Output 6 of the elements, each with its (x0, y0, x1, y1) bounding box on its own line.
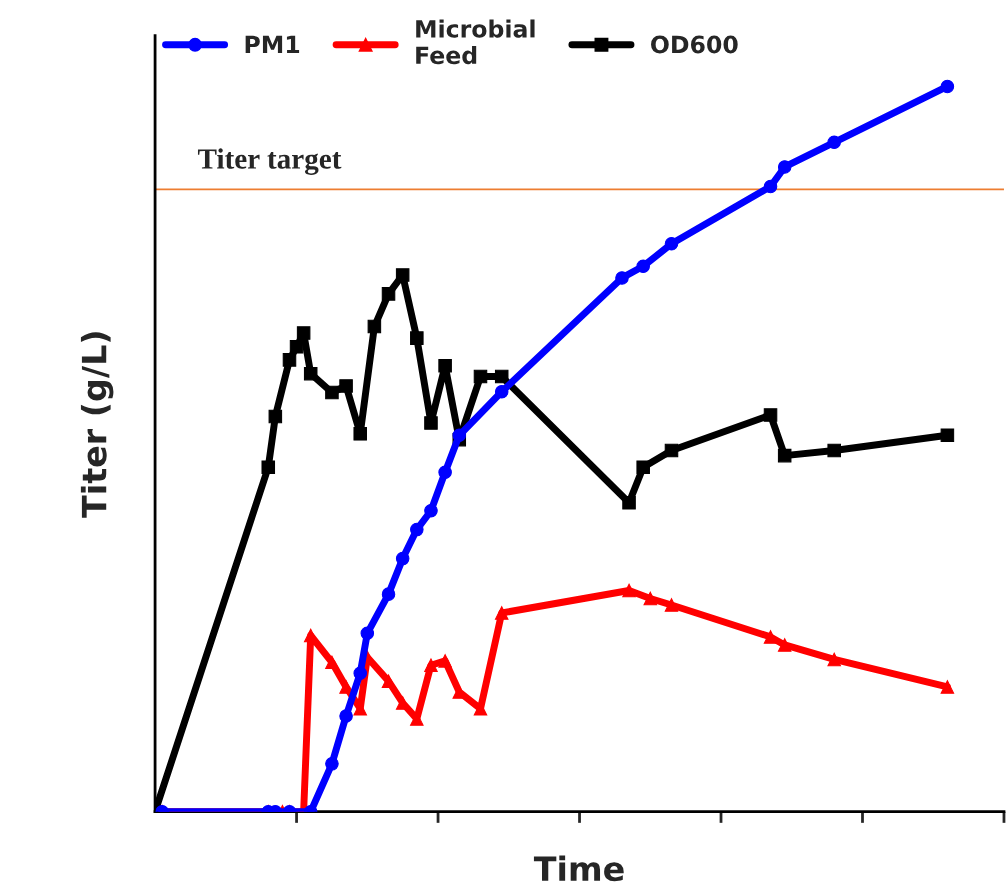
y-axis-title: Titer (g/L) (80, 332, 114, 518)
legend-label: OD600 (651, 35, 738, 54)
legend-label: Microbial Feed (416, 19, 535, 65)
x-axis-title: Time (533, 855, 624, 882)
legend-label: PM1 (245, 35, 300, 54)
ref-line-label: Titer target (197, 148, 342, 175)
